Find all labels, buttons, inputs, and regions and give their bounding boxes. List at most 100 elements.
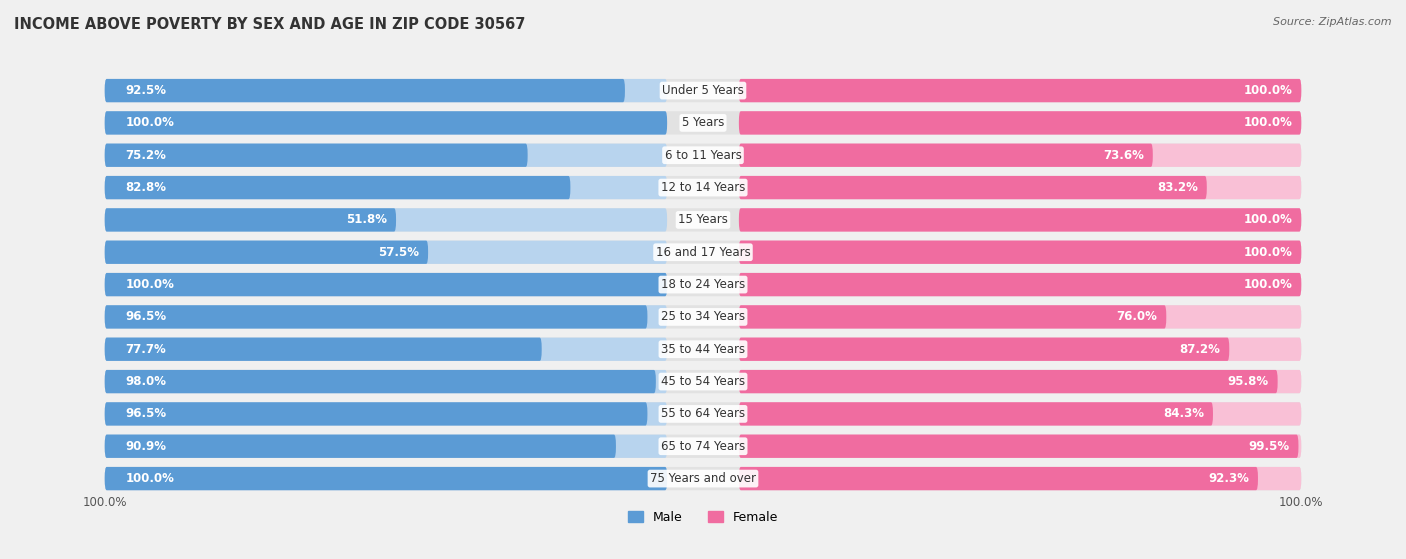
Text: INCOME ABOVE POVERTY BY SEX AND AGE IN ZIP CODE 30567: INCOME ABOVE POVERTY BY SEX AND AGE IN Z…	[14, 17, 526, 32]
FancyBboxPatch shape	[104, 176, 571, 199]
FancyBboxPatch shape	[104, 305, 647, 329]
FancyBboxPatch shape	[104, 467, 666, 490]
Text: 100.0%: 100.0%	[1279, 496, 1323, 509]
Text: 100.0%: 100.0%	[1243, 278, 1292, 291]
FancyBboxPatch shape	[740, 240, 1302, 264]
FancyBboxPatch shape	[740, 370, 1302, 393]
FancyBboxPatch shape	[104, 111, 666, 135]
FancyBboxPatch shape	[104, 240, 1302, 264]
FancyBboxPatch shape	[104, 338, 1302, 361]
Text: 18 to 24 Years: 18 to 24 Years	[661, 278, 745, 291]
FancyBboxPatch shape	[104, 111, 1302, 135]
FancyBboxPatch shape	[104, 240, 427, 264]
FancyBboxPatch shape	[104, 338, 541, 361]
FancyBboxPatch shape	[740, 273, 1302, 296]
Text: 73.6%: 73.6%	[1102, 149, 1144, 162]
FancyBboxPatch shape	[740, 370, 1278, 393]
Text: 25 to 34 Years: 25 to 34 Years	[661, 310, 745, 324]
FancyBboxPatch shape	[104, 434, 666, 458]
FancyBboxPatch shape	[104, 434, 1302, 458]
Text: 16 and 17 Years: 16 and 17 Years	[655, 246, 751, 259]
FancyBboxPatch shape	[104, 467, 1302, 490]
FancyBboxPatch shape	[740, 240, 1302, 264]
FancyBboxPatch shape	[740, 305, 1167, 329]
Text: 100.0%: 100.0%	[1243, 116, 1292, 129]
FancyBboxPatch shape	[104, 144, 1302, 167]
FancyBboxPatch shape	[104, 434, 616, 458]
Text: 12 to 14 Years: 12 to 14 Years	[661, 181, 745, 194]
FancyBboxPatch shape	[740, 338, 1302, 361]
FancyBboxPatch shape	[740, 111, 1302, 135]
FancyBboxPatch shape	[104, 467, 666, 490]
FancyBboxPatch shape	[740, 434, 1299, 458]
Text: 100.0%: 100.0%	[1243, 84, 1292, 97]
FancyBboxPatch shape	[740, 209, 1302, 231]
FancyBboxPatch shape	[104, 402, 666, 425]
FancyBboxPatch shape	[740, 273, 1302, 296]
FancyBboxPatch shape	[740, 79, 1302, 102]
FancyBboxPatch shape	[104, 273, 666, 296]
Text: Source: ZipAtlas.com: Source: ZipAtlas.com	[1274, 17, 1392, 27]
FancyBboxPatch shape	[740, 176, 1206, 199]
FancyBboxPatch shape	[104, 144, 666, 167]
Text: 95.8%: 95.8%	[1227, 375, 1268, 388]
FancyBboxPatch shape	[740, 434, 1302, 458]
FancyBboxPatch shape	[104, 209, 1302, 231]
FancyBboxPatch shape	[740, 144, 1153, 167]
FancyBboxPatch shape	[104, 338, 666, 361]
Text: 100.0%: 100.0%	[125, 278, 174, 291]
Text: 75.2%: 75.2%	[125, 149, 166, 162]
FancyBboxPatch shape	[104, 402, 647, 425]
FancyBboxPatch shape	[740, 176, 1302, 199]
FancyBboxPatch shape	[104, 305, 666, 329]
Text: 90.9%: 90.9%	[125, 440, 167, 453]
Text: 84.3%: 84.3%	[1163, 408, 1204, 420]
FancyBboxPatch shape	[740, 338, 1229, 361]
FancyBboxPatch shape	[104, 370, 655, 393]
Text: 76.0%: 76.0%	[1116, 310, 1157, 324]
Text: 77.7%: 77.7%	[125, 343, 166, 356]
FancyBboxPatch shape	[104, 305, 1302, 329]
Text: 100.0%: 100.0%	[125, 116, 174, 129]
Text: 75 Years and over: 75 Years and over	[650, 472, 756, 485]
FancyBboxPatch shape	[104, 402, 1302, 425]
FancyBboxPatch shape	[104, 370, 1302, 393]
Text: 87.2%: 87.2%	[1180, 343, 1220, 356]
Text: 96.5%: 96.5%	[125, 408, 167, 420]
Text: 45 to 54 Years: 45 to 54 Years	[661, 375, 745, 388]
FancyBboxPatch shape	[104, 79, 1302, 102]
Text: 100.0%: 100.0%	[83, 496, 127, 509]
FancyBboxPatch shape	[104, 370, 666, 393]
FancyBboxPatch shape	[104, 209, 666, 231]
Text: 5 Years: 5 Years	[682, 116, 724, 129]
Text: 15 Years: 15 Years	[678, 214, 728, 226]
FancyBboxPatch shape	[104, 176, 1302, 199]
FancyBboxPatch shape	[740, 402, 1213, 425]
FancyBboxPatch shape	[740, 209, 1302, 231]
FancyBboxPatch shape	[104, 144, 527, 167]
Text: 100.0%: 100.0%	[1243, 246, 1292, 259]
FancyBboxPatch shape	[740, 305, 1302, 329]
Text: 92.5%: 92.5%	[125, 84, 167, 97]
FancyBboxPatch shape	[104, 240, 666, 264]
Text: 100.0%: 100.0%	[125, 472, 174, 485]
Text: 98.0%: 98.0%	[125, 375, 167, 388]
Text: 65 to 74 Years: 65 to 74 Years	[661, 440, 745, 453]
Text: Under 5 Years: Under 5 Years	[662, 84, 744, 97]
Text: 83.2%: 83.2%	[1157, 181, 1198, 194]
FancyBboxPatch shape	[104, 209, 396, 231]
Text: 51.8%: 51.8%	[346, 214, 387, 226]
FancyBboxPatch shape	[740, 467, 1302, 490]
FancyBboxPatch shape	[740, 467, 1258, 490]
Text: 57.5%: 57.5%	[378, 246, 419, 259]
Text: 92.3%: 92.3%	[1208, 472, 1249, 485]
Text: 99.5%: 99.5%	[1249, 440, 1289, 453]
Text: 100.0%: 100.0%	[1243, 214, 1292, 226]
FancyBboxPatch shape	[104, 79, 666, 102]
FancyBboxPatch shape	[740, 79, 1302, 102]
FancyBboxPatch shape	[104, 273, 666, 296]
Text: 6 to 11 Years: 6 to 11 Years	[665, 149, 741, 162]
FancyBboxPatch shape	[104, 176, 666, 199]
FancyBboxPatch shape	[740, 144, 1302, 167]
Text: 55 to 64 Years: 55 to 64 Years	[661, 408, 745, 420]
